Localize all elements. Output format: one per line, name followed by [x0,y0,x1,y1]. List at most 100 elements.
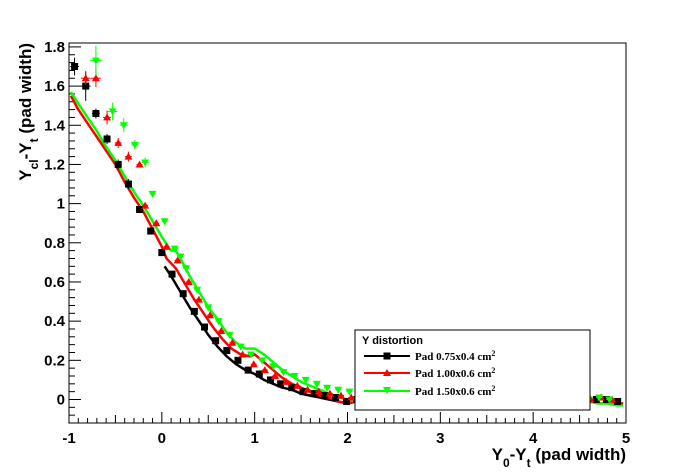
data-point [293,381,302,389]
data-point [193,286,202,294]
legend-label-0: Pad 0.75x0.4 cm2 [415,349,495,364]
data-point [246,351,255,359]
data-point [114,138,123,146]
data-point [217,326,226,334]
data-point [92,110,100,118]
data-point [148,190,157,198]
data-point [170,245,179,253]
y-tick-label: 0.2 [44,352,65,369]
legend-marker-2 [383,387,391,394]
data-point [282,377,291,385]
data-point [176,253,185,261]
legend: Y distortion Pad 0.75x0.4 cm2 Pad 1.00x0… [354,329,591,411]
data-point [255,370,263,378]
data-point [141,159,150,167]
data-point [234,356,242,364]
data-point [614,397,622,405]
legend-marker-0 [383,352,391,360]
data-point [124,152,133,160]
y-tick-label: 0.8 [44,235,65,252]
data-point [595,394,604,402]
data-point [277,380,285,388]
y-tick-label: 1.8 [44,39,65,56]
legend-label-2: Pad 1.50x0.6 cm2 [415,384,495,399]
data-point [605,396,614,404]
data-point [181,265,190,273]
data-point [82,82,90,90]
x-tick-label: 2 [343,430,351,447]
legend-title: Y distortion [362,335,423,347]
y-tick-label: 0.4 [44,313,66,330]
x-tick-label: -1 [62,430,75,447]
data-point [312,380,321,388]
data-point [158,249,166,257]
data-point [141,201,150,209]
legend-box [354,329,591,411]
x-tick-label: 0 [158,430,166,447]
y-tick-label: 1.4 [44,117,66,134]
data-point [162,242,171,250]
y-tick-label: 1.6 [44,78,65,95]
data-point [81,74,90,82]
x-tick-label: 4 [529,430,538,447]
data-point [212,337,220,345]
data-point [236,343,245,351]
data-point [228,338,237,346]
data-point [184,277,193,285]
data-point [320,392,328,400]
data-point [91,57,100,65]
data-point [238,350,247,358]
data-point [299,388,307,396]
data-point [179,290,187,298]
data-point [114,160,122,168]
data-point [347,393,356,401]
y-tick-label: 0 [57,391,65,408]
data-point [331,394,339,402]
y-axis-title: Ycl-Yt (pad width) [16,43,41,181]
data-point [279,369,288,377]
legend-label-1: Pad 1.00x0.6 cm2 [415,366,495,381]
data-point [168,270,176,278]
data-point [214,318,223,326]
data-point [91,74,100,82]
data-point [266,376,274,384]
y-tick-label: 0.6 [44,274,65,291]
data-point [136,205,144,213]
data-point [290,372,299,380]
x-axis-title: Y0-Yt (pad width) [492,445,626,470]
y-tick-label: 1.2 [44,156,65,173]
data-point [223,347,231,355]
data-point [190,307,198,315]
data-point [160,218,169,226]
data-point [130,141,139,149]
data-point [323,384,332,392]
data-point [303,385,312,393]
data-point [204,304,213,312]
data-point [271,371,280,379]
data-point [201,323,209,331]
data-point [173,256,182,264]
data-point [249,360,258,368]
data-point [310,390,318,398]
data-point [152,219,161,227]
data-point [288,384,296,392]
data-point [108,108,117,116]
axis-ticks [68,46,627,424]
data-point [103,113,112,121]
data-point [103,135,111,143]
x-tick-labels: -1 0 1 2 3 4 5 [62,430,630,447]
data-point [147,227,155,235]
y-tick-label: 1 [57,196,65,213]
data-point [301,376,310,384]
data-point [334,386,343,394]
x-tick-label: 3 [436,430,444,447]
legend-marker-1 [383,369,391,376]
data-point [337,391,346,399]
data-point [325,389,334,397]
y-tick-labels: 0 0.2 0.4 0.6 0.8 1 1.2 1.4 1.6 1.8 [44,39,66,409]
data-point [119,122,128,130]
data-point [194,295,203,303]
data-point [269,363,278,371]
data-point [206,311,215,319]
